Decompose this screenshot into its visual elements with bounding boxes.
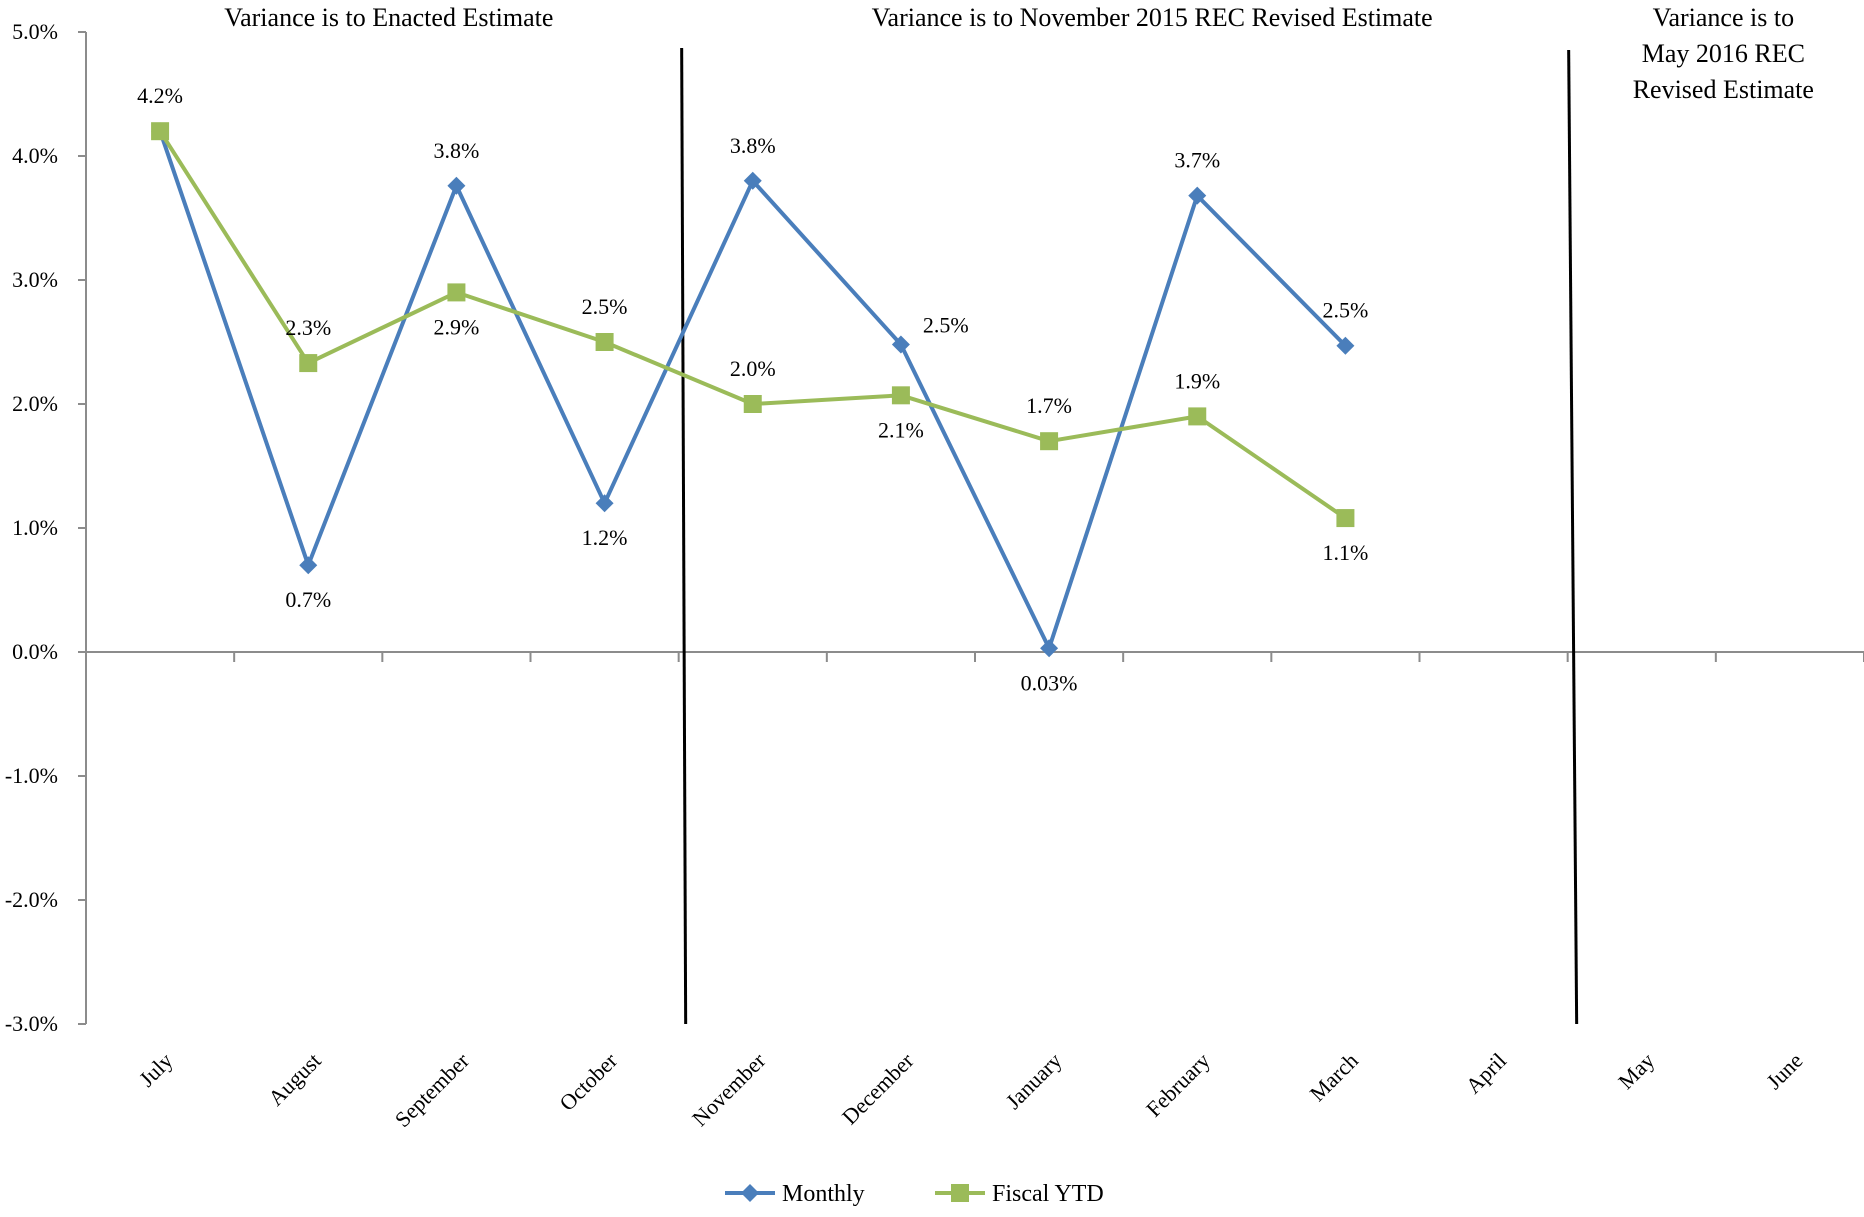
data-label: 2.3% (285, 315, 331, 340)
data-point-fiscal-ytd (151, 122, 170, 141)
data-point-fiscal-ytd (891, 386, 910, 405)
region-divider-2 (1567, 49, 1579, 1025)
x-tick-label: February (1141, 1048, 1215, 1122)
data-point-fiscal-ytd (447, 283, 466, 302)
y-tick-label: 3.0% (12, 267, 58, 292)
data-label: 1.7% (1026, 393, 1072, 418)
x-tick-label: May (1613, 1048, 1659, 1094)
region-title-3: Revised Estimate (1633, 75, 1814, 104)
data-label: 3.8% (434, 138, 480, 163)
data-point-monthly (299, 556, 318, 575)
legend-label: Fiscal YTD (992, 1181, 1104, 1207)
y-tick-label: 0.0% (12, 639, 58, 664)
data-label: 2.9% (434, 314, 480, 339)
series-line-monthly (158, 130, 1347, 651)
y-tick-label: 2.0% (12, 391, 58, 416)
data-point-fiscal-ytd (743, 395, 762, 413)
data-label: 0.7% (285, 587, 331, 612)
data-label: 3.8% (730, 133, 776, 158)
data-label: 1.9% (1174, 368, 1220, 393)
data-point-monthly (743, 171, 762, 190)
x-tick-label: August (263, 1048, 326, 1111)
x-tick-label: October (554, 1047, 622, 1115)
x-tick-label: March (1305, 1048, 1363, 1106)
data-label: 2.5% (923, 312, 969, 337)
data-label: 3.7% (1174, 148, 1220, 173)
region-title-2: Variance is to November 2015 REC Revised… (872, 3, 1433, 32)
data-point-fiscal-ytd (299, 354, 318, 373)
legend-marker-monthly (741, 1184, 759, 1202)
data-point-fiscal-ytd (1188, 407, 1207, 426)
data-point-fiscal-ytd (595, 333, 614, 351)
x-tick-label: December (837, 1047, 919, 1129)
data-label: 2.5% (582, 294, 628, 319)
data-label: 0.03% (1021, 670, 1078, 695)
region-title-3: May 2016 REC (1642, 39, 1805, 68)
x-tick-label: September (390, 1047, 475, 1132)
legend-marker-fiscal-ytd (951, 1184, 969, 1202)
data-point-fiscal-ytd (1040, 432, 1059, 451)
data-point-monthly (1040, 639, 1059, 658)
region-divider-1 (680, 47, 688, 1025)
data-label: 4.2% (137, 83, 183, 108)
data-point-monthly (1188, 186, 1207, 205)
y-tick-label: -1.0% (5, 763, 58, 788)
legend-label: Monthly (782, 1181, 865, 1207)
data-point-fiscal-ytd (1336, 509, 1355, 528)
y-tick-label: 5.0% (12, 19, 58, 44)
data-point-monthly (891, 335, 910, 354)
data-point-monthly (447, 176, 466, 195)
y-tick-label: 1.0% (12, 515, 58, 540)
y-tick-label: -3.0% (5, 1011, 58, 1036)
x-tick-label: July (134, 1048, 178, 1092)
y-tick-label: -2.0% (5, 887, 58, 912)
data-label: 2.5% (1323, 298, 1369, 323)
data-label: 1.2% (582, 525, 628, 550)
data-point-monthly (1336, 336, 1355, 355)
x-tick-label: January (1001, 1048, 1067, 1114)
x-tick-label: April (1461, 1048, 1512, 1099)
data-label: 1.1% (1323, 540, 1369, 565)
region-title-1: Variance is to Enacted Estimate (224, 3, 553, 32)
data-point-monthly (595, 494, 614, 513)
y-tick-label: 4.0% (12, 143, 58, 168)
data-label: 2.0% (730, 356, 776, 381)
x-tick-label: November (687, 1047, 771, 1131)
x-tick-label: June (1761, 1048, 1807, 1094)
data-label: 2.1% (878, 417, 924, 442)
region-title-3: Variance is to (1653, 3, 1795, 32)
